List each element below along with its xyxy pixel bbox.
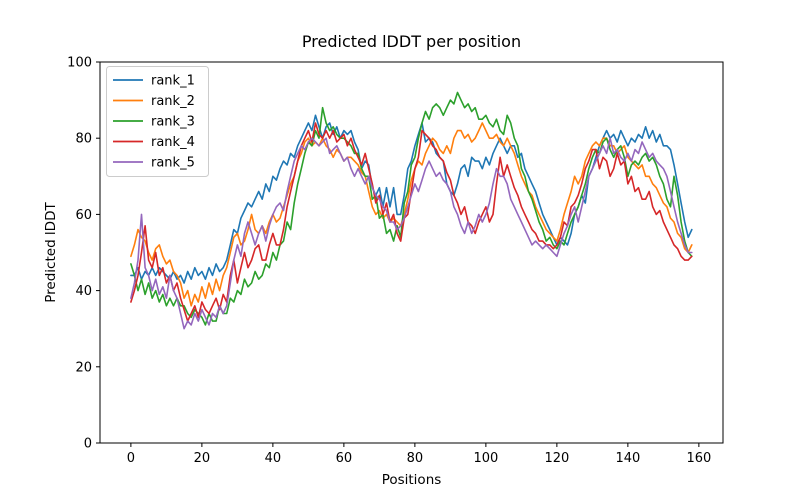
x-tick-label: 160: [686, 451, 711, 466]
legend-box: [106, 66, 209, 177]
x-tick-label: 60: [336, 451, 353, 466]
y-tick-label: 100: [67, 56, 92, 71]
y-axis-label: Predicted lDDT: [43, 202, 59, 303]
line-rank_2: [130, 122, 693, 307]
y-tick-label: 20: [75, 360, 92, 375]
line-rank_5: [130, 137, 693, 330]
legend-label-rank_5: rank_5: [151, 156, 195, 171]
x-tick-label: 0: [127, 451, 135, 466]
legend-label-rank_1: rank_1: [151, 74, 195, 89]
chart-title: Predicted lDDT per position: [302, 32, 521, 51]
x-axis-label: Positions: [382, 472, 442, 488]
x-tick-label: 40: [265, 451, 282, 466]
y-tick-label: 80: [75, 132, 92, 147]
legend-label-rank_4: rank_4: [151, 135, 195, 150]
x-axis-ticks: 0 20 40 60 80 100 120 140 160: [127, 443, 711, 466]
line-rank_4: [130, 122, 693, 322]
x-tick-label: 140: [615, 451, 640, 466]
y-axis-ticks: 0 20 40 60 80 100: [67, 56, 100, 452]
legend: rank_1 rank_2 rank_3 rank_4 rank_5: [106, 66, 209, 177]
x-tick-label: 80: [407, 451, 424, 466]
x-tick-label: 100: [473, 451, 498, 466]
plot-area: [99, 61, 724, 444]
y-tick-label: 40: [75, 284, 92, 299]
line-rank_3: [130, 91, 693, 326]
legend-label-rank_2: rank_2: [151, 94, 195, 109]
x-tick-label: 120: [544, 451, 569, 466]
legend-label-rank_3: rank_3: [151, 115, 195, 130]
y-tick-label: 60: [75, 208, 92, 223]
y-tick-label: 0: [84, 437, 92, 452]
line-rank_1: [130, 114, 693, 284]
data-lines: [130, 91, 693, 330]
x-tick-label: 20: [194, 451, 211, 466]
